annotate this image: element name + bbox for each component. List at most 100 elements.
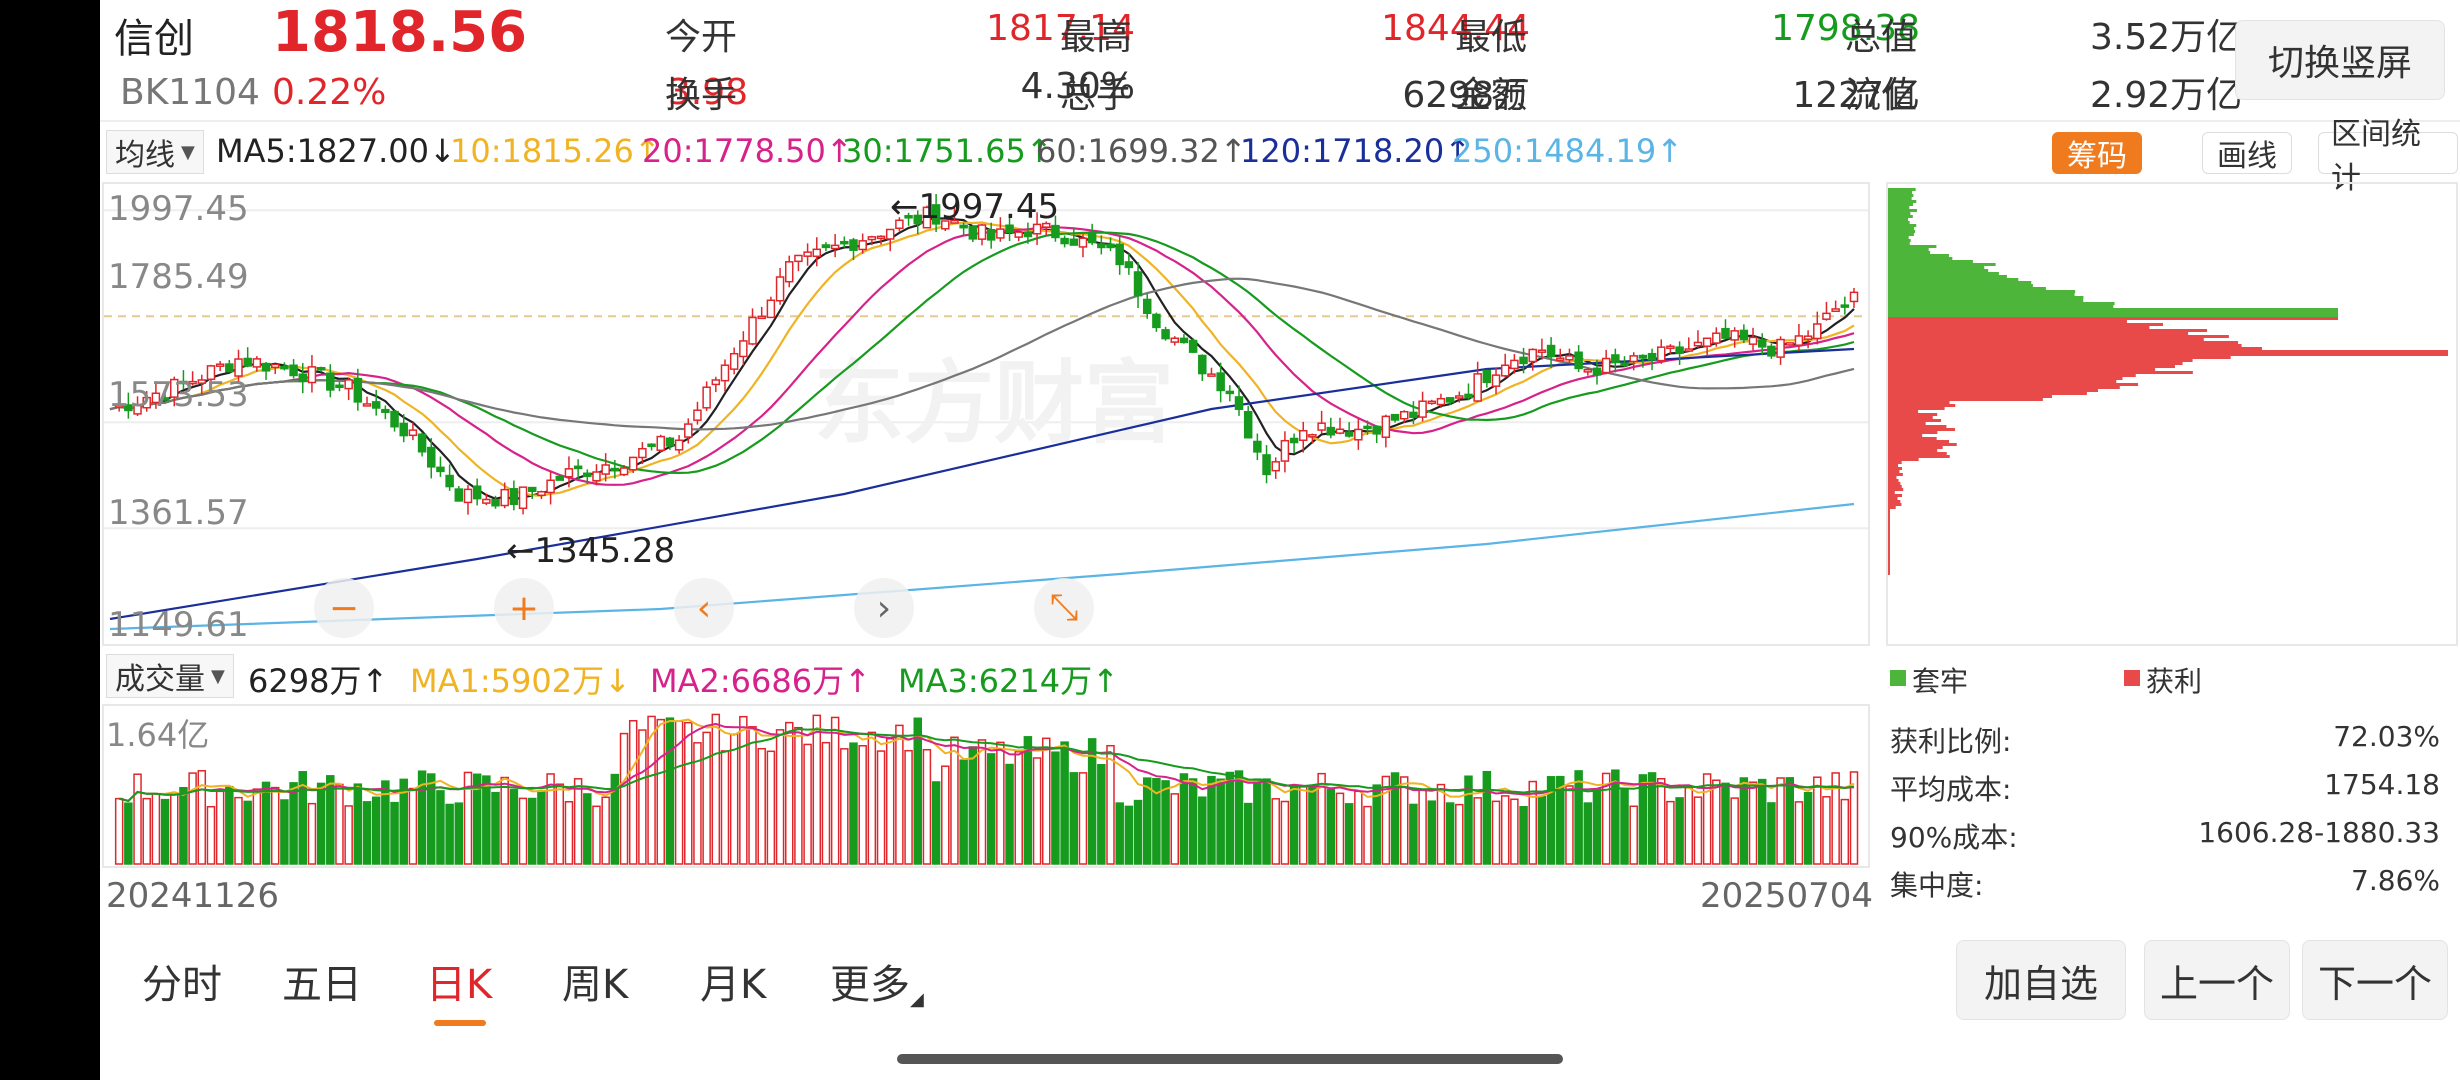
volume-bar (1767, 802, 1776, 865)
volume-bar (371, 796, 381, 865)
chips-tab[interactable]: 筹码 (2052, 132, 2142, 174)
next-stock-button[interactable]: 下一个 (2302, 940, 2448, 1020)
candle-body (307, 366, 317, 384)
chip-bar (1888, 239, 1911, 242)
volume-bar (390, 801, 399, 865)
scroll-right-button[interactable]: › (854, 578, 914, 638)
candle-body (1849, 291, 1859, 303)
candle-body (234, 358, 243, 377)
candle-body (408, 429, 418, 437)
loss-legend-label: 套牢 (1912, 665, 1969, 698)
range-stats-button[interactable]: 区间统计 (2318, 117, 2458, 196)
volume-bar (463, 771, 473, 865)
candle-body (1436, 397, 1446, 406)
change-amount: 3.98 (667, 72, 748, 113)
candle-body (124, 404, 133, 412)
candle-body (170, 378, 179, 398)
volume-bar (1656, 778, 1666, 865)
candle-body (840, 240, 849, 245)
candle-body (1675, 346, 1684, 354)
volume-bar (748, 726, 757, 865)
previous-stock-button[interactable]: 上一个 (2144, 940, 2290, 1020)
chip-bar (1888, 209, 1917, 212)
chip-bar (1888, 395, 2052, 398)
candle-body (500, 488, 509, 507)
chip-bar (1888, 548, 1890, 551)
volume-bar (188, 772, 197, 865)
candle-body (1730, 330, 1739, 341)
candle-body (1574, 351, 1583, 370)
candle-body (1592, 367, 1602, 376)
volume-bar (408, 787, 418, 865)
chip-bar (1888, 458, 1919, 461)
price-axis-label-2: 1785.49 (108, 257, 249, 297)
tab-more[interactable]: 更多◢ (830, 952, 924, 1010)
candle-body (527, 486, 537, 493)
ma-selector-label: 均线 (115, 138, 175, 173)
chip-bar (1888, 482, 1901, 485)
tab-monthly-k[interactable]: 月K (700, 962, 767, 1008)
chip-bar (1888, 323, 2163, 326)
chip-bar (1888, 485, 1902, 488)
candle-body (867, 236, 877, 241)
ma-selector[interactable]: 均线 ▼ (106, 130, 204, 174)
volume-bar (1299, 786, 1308, 865)
ma-line (109, 277, 1855, 431)
concentration-value: 7.86% (2351, 864, 2440, 897)
candle-body (1271, 461, 1280, 472)
chip-bar (1888, 278, 2019, 281)
candle-body (1115, 243, 1124, 266)
volume-bar (1390, 772, 1400, 865)
candle-body (1482, 369, 1492, 384)
candle-body (1078, 237, 1088, 248)
candle-body (298, 373, 308, 383)
fit-screen-button[interactable]: ⤡ (1034, 578, 1094, 638)
volume-bar (858, 745, 867, 865)
chip-bar (1888, 266, 1985, 269)
chip-bar (1888, 401, 1950, 404)
chip-bar (1888, 281, 2032, 284)
tab-daily-k[interactable]: 日K (426, 962, 493, 1008)
chip-bar (1888, 512, 1890, 515)
candle-body (261, 362, 271, 372)
ma-line (109, 347, 1855, 621)
volume-bar (1666, 800, 1675, 865)
volume-bar (1308, 785, 1317, 865)
kline-panel[interactable]: 东方财富 1997.45 1785.49 1573.53 1361.57 114… (102, 182, 1870, 646)
volume-panel[interactable]: 1.64亿 (102, 704, 1870, 868)
scroll-left-button[interactable]: ‹ (674, 578, 734, 638)
candle-body (1225, 390, 1235, 395)
chip-bar (1888, 536, 1890, 539)
chip-distribution-panel (1886, 182, 2458, 646)
volume-bar (913, 717, 922, 865)
volume-bar (941, 765, 950, 865)
candle-body (665, 437, 675, 447)
candle-body (821, 244, 831, 249)
chip-bar (1888, 449, 1938, 452)
volume-bar (959, 759, 968, 865)
switch-portrait-button[interactable]: 切换竖屏 (2235, 20, 2445, 100)
candle-body (1583, 368, 1593, 373)
zoom-out-button[interactable]: − (314, 578, 374, 638)
volume-bar (830, 716, 840, 865)
chip-bar (1888, 440, 1949, 443)
volume-bar (1464, 775, 1473, 865)
candle-body (1822, 312, 1831, 320)
volume-bar (289, 782, 298, 865)
tab-intraday[interactable]: 分时 (142, 962, 222, 1008)
volume-selector[interactable]: 成交量 ▼ (106, 654, 234, 698)
add-watchlist-button[interactable]: 加自选 (1956, 940, 2126, 1020)
zoom-in-button[interactable]: + (494, 578, 554, 638)
ma60-value: 60:1699.32↑ (1036, 132, 1247, 170)
tab-five-day[interactable]: 五日 (282, 962, 362, 1008)
loss-legend-swatch (1890, 670, 1906, 686)
chip-bar (1888, 431, 1938, 434)
chip-bar (1888, 368, 2156, 371)
quote-label-high: 最高 (1060, 17, 1133, 58)
chip-bar (1888, 371, 2193, 374)
candle-body (830, 244, 840, 250)
candle-body (1785, 342, 1794, 346)
candle-body (1005, 224, 1014, 234)
draw-line-button[interactable]: 画线 (2202, 132, 2292, 174)
tab-weekly-k[interactable]: 周K (562, 962, 629, 1008)
